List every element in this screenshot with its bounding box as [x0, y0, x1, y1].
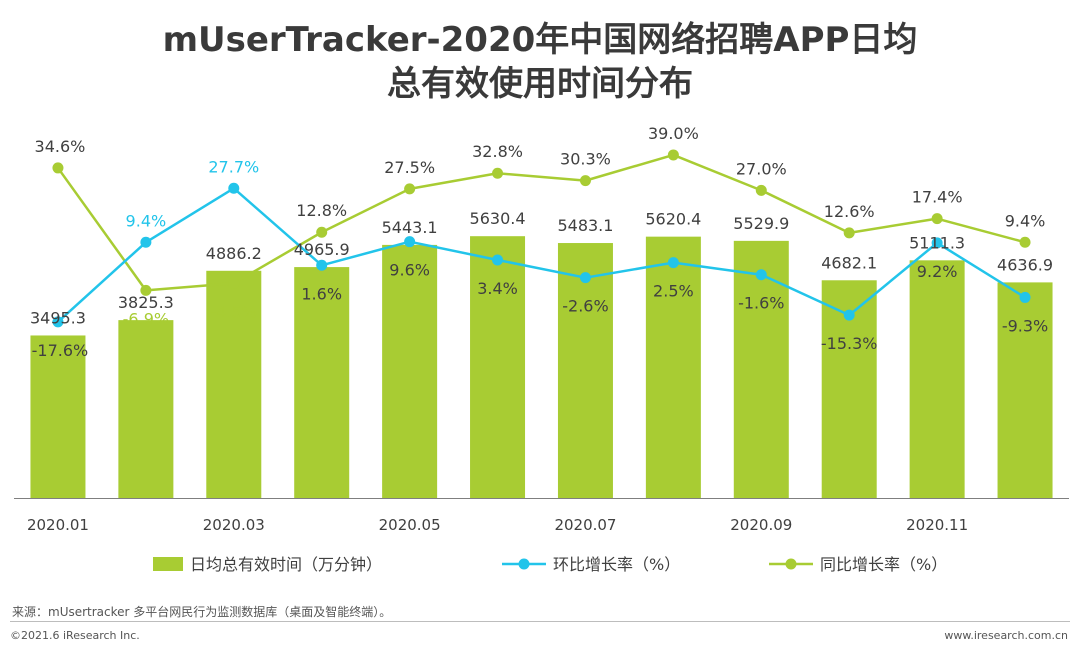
yoy-point-2020.05 — [404, 183, 416, 195]
yoy-value-label-2020.02: -6.9% — [123, 309, 169, 328]
mom-point-2020.03 — [228, 182, 240, 194]
legend: 日均总有效时间（万分钟） 环比增长率（%） 同比增长率（%） — [153, 555, 947, 574]
yoy-value-label-2020.10: 12.6% — [824, 202, 875, 221]
legend-bar-label: 日均总有效时间（万分钟） — [190, 555, 382, 574]
legend-yoy-marker — [785, 558, 797, 570]
bar-value-label-2020.12: 4636.9 — [997, 255, 1053, 274]
yoy-point-2020.03 — [228, 277, 240, 289]
lines-layer — [52, 149, 1031, 328]
mom-value-label-2020.07: -2.6% — [562, 297, 608, 316]
mom-point-2020.04 — [316, 259, 328, 271]
yoy-value-label-2020.12: 9.4% — [1005, 211, 1046, 230]
bar-value-label-2020.11: 5111.3 — [909, 233, 965, 252]
yoy-point-2020.04 — [316, 226, 328, 238]
yoy-point-2020.01 — [52, 162, 64, 174]
legend-yoy-label: 同比增长率（%） — [820, 555, 947, 574]
mom-value-label-2020.01: -17.6% — [32, 341, 89, 360]
mom-point-2020.05 — [404, 236, 416, 248]
bar-value-label-2020.09: 5529.9 — [733, 214, 789, 233]
bar-value-label-2020.02: 3825.3 — [118, 293, 174, 312]
x-tick-label-2020.07: 2020.07 — [554, 516, 616, 534]
yoy-value-label-2020.09: 27.0% — [736, 159, 787, 178]
yoy-value-label-2020.08: 39.0% — [648, 124, 699, 143]
yoy-point-2020.11 — [931, 213, 943, 225]
yoy-value-label-2020.01: 34.6% — [35, 137, 86, 156]
mom-point-2020.06 — [492, 254, 504, 266]
source-note: 来源：mUsertracker 多平台网民行为监测数据库（桌面及智能终端）。 — [12, 605, 392, 619]
mom-point-2020.02 — [140, 236, 152, 248]
chart-title: mUserTracker-2020年中国网络招聘APP日均 总有效使用时间分布 — [0, 18, 1080, 106]
mom-value-label-2020.03: 27.7% — [208, 157, 259, 176]
mom-point-2020.07 — [579, 272, 591, 284]
yoy-value-label-2020.07: 30.3% — [560, 150, 611, 169]
bar-value-label-2020.05: 5443.1 — [382, 218, 438, 237]
x-tick-label-2020.03: 2020.03 — [203, 516, 265, 534]
mom-value-label-2020.10: -15.3% — [821, 334, 878, 353]
legend-bar-swatch — [153, 557, 183, 571]
mom-value-label-2020.11: 9.2% — [917, 262, 958, 281]
mom-value-label-2020.08: 2.5% — [653, 282, 694, 301]
yoy-point-2020.06 — [492, 167, 504, 179]
bars-layer — [30, 236, 1053, 498]
mom-value-label-2020.04: 1.6% — [301, 284, 342, 303]
bar-2020.12 — [997, 282, 1053, 498]
legend-mom-label: 环比增长率（%） — [553, 555, 680, 574]
yoy-value-label-2020.05: 27.5% — [384, 158, 435, 177]
x-axis: 2020.01 2020.03 2020.05 2020.07 2020.09 2020.… — [14, 498, 1069, 534]
x-tick-label-2020.05: 2020.05 — [379, 516, 441, 534]
mom-value-label-2020.02: 9.4% — [126, 211, 167, 230]
yoy-point-2020.12 — [1019, 236, 1031, 248]
bar-value-label-2020.10: 4682.1 — [821, 253, 877, 272]
yoy-point-2020.10 — [843, 227, 855, 239]
yoy-line — [56, 153, 1026, 292]
bar-2020.02 — [118, 320, 174, 498]
yoy-point-2020.02 — [140, 284, 152, 296]
yoy-value-label-2020.03: -4.5% — [211, 302, 257, 321]
bar-value-label-2020.04: 4965.9 — [294, 240, 350, 259]
bar-2020.08 — [645, 236, 701, 498]
yoy-point-2020.08 — [667, 149, 679, 161]
bar-2020.11 — [909, 260, 965, 498]
bar-value-label-2020.08: 5620.4 — [645, 210, 701, 229]
mom-value-label-2020.06: 3.4% — [477, 279, 518, 298]
mom-value-label-2020.05: 9.6% — [389, 261, 430, 280]
mom-point-2020.08 — [667, 257, 679, 269]
bar-2020.03 — [206, 270, 262, 498]
mom-value-label-2020.09: -1.6% — [738, 294, 784, 313]
yoy-point-2020.07 — [579, 175, 591, 187]
copyright-text: ©2021.6 iResearch Inc. — [10, 629, 140, 642]
bar-value-label-2020.07: 5483.1 — [557, 216, 613, 235]
legend-mom-marker — [518, 558, 530, 570]
bar-2020.01 — [30, 335, 86, 498]
footer-divider — [10, 621, 1070, 622]
yoy-value-label-2020.04: 12.8% — [296, 201, 347, 220]
bar-value-label-2020.03: 4886.2 — [206, 244, 262, 263]
bar-2020.04 — [294, 267, 350, 498]
yoy-value-label-2020.11: 17.4% — [912, 188, 963, 207]
mom-point-2020.12 — [1019, 291, 1031, 303]
bar-2020.07 — [557, 243, 613, 498]
yoy-point-2020.09 — [755, 184, 767, 196]
website-link[interactable]: www.iresearch.com.cn — [944, 629, 1068, 642]
chart-title-line-1: mUserTracker-2020年中国网络招聘APP日均 — [162, 20, 918, 60]
mom-point-2020.10 — [843, 309, 855, 321]
bar-2020.05 — [382, 244, 438, 498]
x-tick-label-2020.09: 2020.09 — [730, 516, 792, 534]
mom-value-label-2020.12: -9.3% — [1002, 316, 1048, 335]
x-tick-label-2020.11: 2020.11 — [906, 516, 968, 534]
mom-line — [57, 187, 1026, 323]
x-tick-label-2020.01: 2020.01 — [27, 516, 89, 534]
bar-value-label-2020.01: 3495.3 — [30, 308, 86, 327]
data-labels-layer: 3495.3 3825.3 4886.2 4965.9 5443.1 5630.4 5483… — [30, 124, 1053, 360]
bar-2020.06 — [470, 236, 526, 498]
yoy-value-label-2020.06: 32.8% — [472, 142, 523, 161]
mom-point-2020.11 — [931, 237, 943, 249]
mom-point-2020.09 — [755, 269, 767, 281]
bar-value-label-2020.06: 5630.4 — [470, 209, 526, 228]
chart-title-line-2: 总有效使用时间分布 — [387, 64, 693, 104]
mom-point-2020.01 — [52, 316, 64, 328]
